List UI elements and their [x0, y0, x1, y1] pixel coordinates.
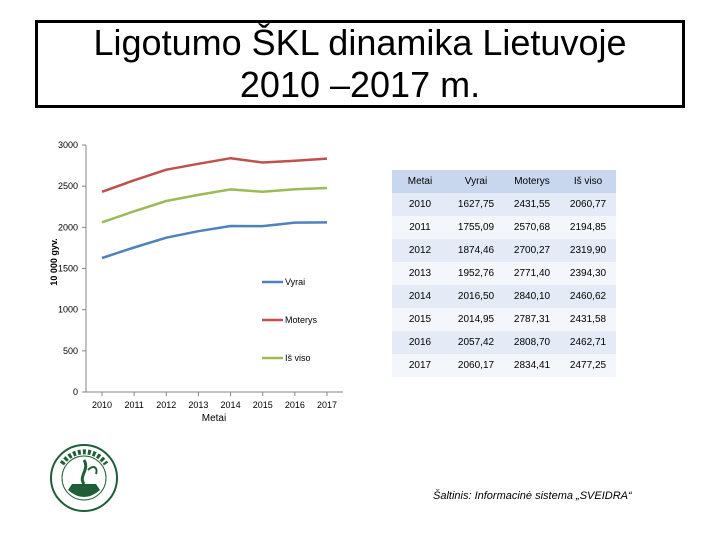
table-row: 2015 2014,95 2787,31 2431,58: [392, 308, 616, 331]
x-tick-label: 2011: [124, 400, 143, 410]
x-tick-label: 2017: [317, 400, 337, 410]
table-row: 2010 1627,75 2431,55 2060,77: [392, 193, 616, 216]
table-cell: 2840,10: [504, 285, 560, 308]
table-cell: 2700,27: [504, 239, 560, 262]
x-tick-label: 2012: [156, 400, 176, 410]
table-row: 2014 2016,50 2840,10 2460,62: [392, 285, 616, 308]
table-row: 2017 2060,17 2834,41 2477,25: [392, 354, 616, 377]
table-cell: 2787,31: [504, 308, 560, 331]
table-cell: 2808,70: [504, 331, 560, 354]
x-tick-label: 2010: [92, 400, 112, 410]
table-header-cell: Iš viso: [560, 170, 616, 193]
table-header-cell: Metai: [392, 170, 448, 193]
y-axis-label: 10 000 gyv.: [49, 238, 59, 285]
table-cell: 2834,41: [504, 354, 560, 377]
table-cell: 2060,77: [560, 193, 616, 216]
table-cell: 2394,30: [560, 262, 616, 285]
y-tick-label: 1000: [58, 305, 78, 315]
table-cell: 2057,42: [448, 331, 504, 354]
legend-label: Vyrai: [285, 277, 305, 287]
x-tick-label: 2013: [188, 400, 208, 410]
table-cell: 1755,09: [448, 216, 504, 239]
legend-label: Iš viso: [285, 353, 311, 363]
table-cell: 2010: [392, 193, 448, 216]
y-tick-label: 2500: [58, 181, 78, 191]
table-cell: 1627,75: [448, 193, 504, 216]
table-cell: 1952,76: [448, 262, 504, 285]
y-tick-label: 2000: [58, 222, 78, 232]
table-cell: 2462,71: [560, 331, 616, 354]
data-table: Metai Vyrai Moterys Iš viso 2010 1627,75…: [392, 170, 616, 377]
table-row: 2013 1952,76 2771,40 2394,30: [392, 262, 616, 285]
table-cell: 2014: [392, 285, 448, 308]
table-cell: 2013: [392, 262, 448, 285]
table-cell: 2570,68: [504, 216, 560, 239]
table-cell: 1874,46: [448, 239, 504, 262]
series-line: [101, 186, 328, 224]
x-axis-label: Metai: [202, 413, 226, 424]
table-cell: 2319,90: [560, 239, 616, 262]
source-note: Šaltinis: Informacinė sistema „SVEIDRA“: [433, 490, 632, 502]
table-cell: 2060,17: [448, 354, 504, 377]
table-row: 2016 2057,42 2808,70 2462,71: [392, 331, 616, 354]
table-cell: 2015: [392, 308, 448, 331]
table-cell: 2194,85: [560, 216, 616, 239]
title-box: Ligotumo ŠKL dinamika Lietuvoje 2010 –20…: [35, 20, 685, 108]
y-tick-label: 0: [73, 387, 78, 397]
table-cell: 2016,50: [448, 285, 504, 308]
y-tick-label: 1500: [58, 264, 78, 274]
table-cell: 2771,40: [504, 262, 560, 285]
table-cell: 2014,95: [448, 308, 504, 331]
slide-title: Ligotumo ŠKL dinamika Lietuvoje 2010 –20…: [93, 22, 627, 105]
legend-label: Moterys: [285, 315, 318, 325]
y-tick-label: 3000: [58, 140, 78, 150]
y-tick-label: 500: [63, 346, 78, 356]
table-header-row: Metai Vyrai Moterys Iš viso: [392, 170, 616, 193]
x-tick-label: 2016: [285, 400, 305, 410]
table-cell: 2460,62: [560, 285, 616, 308]
x-tick-label: 2014: [221, 400, 241, 410]
table-cell: 2431,55: [504, 193, 560, 216]
table-cell: 2011: [392, 216, 448, 239]
series-line: [101, 156, 328, 193]
table-cell: 2012: [392, 239, 448, 262]
table-cell: 2017: [392, 354, 448, 377]
table-row: 2011 1755,09 2570,68 2194,85: [392, 216, 616, 239]
x-tick-label: 2015: [253, 400, 273, 410]
table-header-cell: Vyrai: [448, 170, 504, 193]
table-cell: 2477,25: [560, 354, 616, 377]
table-cell: 2016: [392, 331, 448, 354]
institute-seal-icon: [50, 444, 118, 512]
series-line: [101, 221, 328, 260]
table-header-cell: Moterys: [504, 170, 560, 193]
table-row: 2012 1874,46 2700,27 2319,90: [392, 239, 616, 262]
table-cell: 2431,58: [560, 308, 616, 331]
